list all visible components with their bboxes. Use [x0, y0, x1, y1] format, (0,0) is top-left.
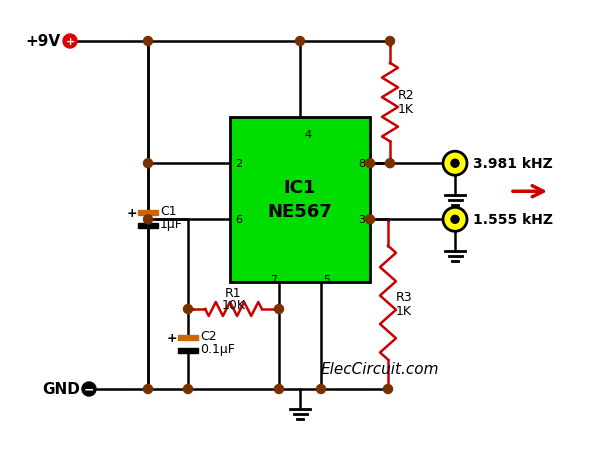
Circle shape	[365, 159, 374, 169]
Text: ElecCircuit.com: ElecCircuit.com	[321, 362, 439, 377]
Circle shape	[275, 385, 284, 394]
Circle shape	[82, 382, 96, 396]
Bar	[230, 118, 370, 282]
Text: 3: 3	[358, 215, 365, 225]
Text: 7: 7	[270, 275, 277, 284]
Text: R2: R2	[398, 88, 415, 101]
Circle shape	[275, 305, 284, 314]
Circle shape	[184, 305, 193, 314]
Text: GND: GND	[42, 382, 80, 397]
Text: 1K: 1K	[396, 305, 412, 318]
Text: −: −	[84, 383, 94, 396]
Circle shape	[443, 208, 467, 232]
Text: C1: C1	[160, 205, 176, 218]
Circle shape	[143, 385, 152, 394]
Text: 1μF: 1μF	[160, 218, 183, 231]
Bar	[138, 224, 158, 229]
Text: 1K: 1K	[398, 102, 414, 115]
Text: IC1: IC1	[284, 179, 316, 197]
Circle shape	[386, 38, 395, 46]
Circle shape	[143, 215, 152, 224]
Circle shape	[296, 38, 305, 46]
Text: +: +	[65, 37, 74, 47]
Text: 0.1μF: 0.1μF	[200, 343, 235, 356]
Text: 1.555 kHZ: 1.555 kHZ	[473, 213, 553, 227]
Text: 5: 5	[323, 275, 330, 284]
Text: 10K: 10K	[221, 299, 245, 312]
Text: C2: C2	[200, 330, 217, 343]
Circle shape	[383, 385, 392, 394]
Bar	[230, 118, 370, 282]
Text: 2: 2	[235, 159, 242, 169]
Text: R1: R1	[225, 287, 242, 300]
Text: 6: 6	[235, 215, 242, 225]
Text: +9V: +9V	[25, 34, 60, 50]
Circle shape	[386, 159, 395, 169]
Circle shape	[143, 159, 152, 169]
Circle shape	[443, 152, 467, 176]
Text: +: +	[127, 206, 137, 219]
Circle shape	[451, 216, 459, 224]
Bar	[178, 348, 198, 353]
Bar	[138, 211, 158, 216]
Circle shape	[63, 35, 77, 49]
Text: R3: R3	[396, 290, 413, 303]
Text: NE567: NE567	[268, 203, 332, 221]
Circle shape	[317, 385, 326, 394]
Bar	[178, 335, 198, 340]
Text: +: +	[167, 332, 178, 344]
Text: 4: 4	[304, 130, 311, 140]
Circle shape	[184, 385, 193, 394]
Circle shape	[365, 215, 374, 224]
Circle shape	[143, 38, 152, 46]
Text: 3.981 kHZ: 3.981 kHZ	[473, 157, 553, 171]
Text: 8: 8	[358, 159, 365, 169]
Circle shape	[451, 160, 459, 168]
